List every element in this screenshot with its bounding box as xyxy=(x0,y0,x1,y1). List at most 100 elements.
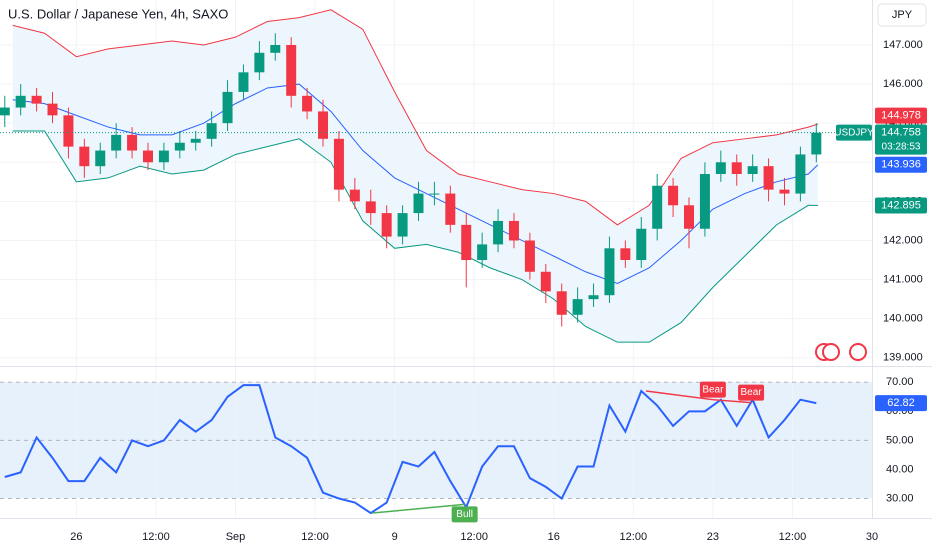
x-tick-label: 16 xyxy=(548,531,560,543)
x-tick-label: Sep xyxy=(226,531,246,543)
divergence-label: Bear xyxy=(702,384,724,395)
lower-band-label: 142.895 xyxy=(881,199,921,211)
rsi-line xyxy=(4,384,817,515)
candle-body xyxy=(95,150,106,167)
middle-band-label: 143.936 xyxy=(881,159,921,171)
candle-body xyxy=(31,95,42,104)
candle-body xyxy=(190,138,201,143)
candle-body xyxy=(365,201,376,214)
currency-button[interactable] xyxy=(877,3,927,27)
last-price-label: 144.758 xyxy=(881,127,921,139)
candle-body xyxy=(445,193,456,225)
candle-body xyxy=(477,244,488,261)
candle-body xyxy=(699,174,710,229)
candle-body xyxy=(270,44,281,53)
chart-title: U.S. Dollar / Japanese Yen, 4h, SAXO xyxy=(8,6,228,21)
divergence-line xyxy=(645,390,713,401)
y-tick-label: 40.00 xyxy=(886,463,914,475)
candle-body xyxy=(413,193,424,214)
candle-body xyxy=(795,154,806,194)
y-tick-label: 70.00 xyxy=(886,376,914,388)
middle-band-label-box xyxy=(875,156,927,173)
candle-body xyxy=(524,240,535,272)
candle-body xyxy=(238,72,249,92)
band-fill xyxy=(12,9,818,343)
rsi-value-label-box xyxy=(875,395,927,412)
candle-body xyxy=(254,52,265,73)
divergence-label: Bull xyxy=(456,509,473,520)
x-tick-label: 23 xyxy=(707,531,719,543)
y-tick-label: 140.000 xyxy=(883,313,923,325)
candle-body xyxy=(508,220,519,241)
candle-body xyxy=(206,123,217,139)
upper-band-label-box xyxy=(875,107,927,124)
candle-body xyxy=(15,95,26,108)
candle-body xyxy=(349,189,360,202)
icon[interactable] xyxy=(849,343,867,361)
x-tick-label: 12:00 xyxy=(779,531,807,543)
candle-body xyxy=(540,271,551,292)
candle-body xyxy=(556,291,567,315)
divergence-tag xyxy=(738,384,765,401)
symbol-label: USDJPY xyxy=(834,127,874,138)
candle-body xyxy=(572,299,583,315)
candle-body xyxy=(222,91,233,124)
divergence-tag xyxy=(699,381,726,398)
candle-body xyxy=(63,115,74,147)
rsi-value-label: 62.82 xyxy=(887,397,915,409)
y-tick-label: 147.000 xyxy=(883,39,923,51)
last-price-label-box xyxy=(875,124,927,141)
currency-label: JPY xyxy=(892,9,913,21)
x-tick-label: 9 xyxy=(392,531,398,543)
band-upper xyxy=(12,9,819,226)
y-tick-label: 146.000 xyxy=(883,78,923,90)
x-tick-label: 30 xyxy=(866,531,878,543)
candle-body xyxy=(779,189,790,194)
candle-body xyxy=(620,248,631,261)
symbol-box xyxy=(836,124,872,141)
band-lower xyxy=(12,130,818,343)
y-tick-label: 50.00 xyxy=(886,434,914,446)
upper-band-label: 144.978 xyxy=(881,110,921,122)
candle-body xyxy=(47,103,58,116)
candle-body xyxy=(811,132,822,155)
candle-body xyxy=(429,193,440,195)
x-tick-label: 26 xyxy=(70,531,82,543)
x-tick-label: 12:00 xyxy=(301,531,329,543)
y-tick-label: 141.000 xyxy=(883,273,923,285)
candle-body xyxy=(142,150,153,163)
candle-body xyxy=(731,162,742,175)
y-tick-label: 139.000 xyxy=(883,352,923,364)
candle-body xyxy=(684,205,695,229)
divergence-label: Bear xyxy=(741,387,763,398)
candle-body xyxy=(588,295,599,300)
lower-band-label-box xyxy=(875,197,927,214)
candle-body xyxy=(302,95,313,112)
candle-body xyxy=(715,162,726,175)
x-tick-label: 12:00 xyxy=(460,531,488,543)
candle-body xyxy=(763,166,774,190)
divergence-tag xyxy=(451,506,478,523)
candle-body xyxy=(493,220,504,245)
candle-body xyxy=(397,213,408,237)
candle-body xyxy=(174,142,185,151)
candle-body xyxy=(381,213,392,237)
y-tick-label: 30.00 xyxy=(886,492,914,504)
x-tick-label: 12:00 xyxy=(142,531,170,543)
divergence-line xyxy=(372,503,465,514)
countdown: 03:28:53 xyxy=(882,141,921,152)
x-tick-label: 12:00 xyxy=(620,531,648,543)
candle-body xyxy=(652,185,663,229)
candle-body xyxy=(747,166,758,175)
candle-body xyxy=(636,228,647,261)
candle-body xyxy=(461,224,472,261)
candle-body xyxy=(668,185,679,206)
icon[interactable] xyxy=(822,343,840,361)
candle-body xyxy=(0,107,10,116)
candle-body xyxy=(604,248,615,296)
candle-body xyxy=(79,146,90,167)
flag-icons xyxy=(815,343,867,361)
candle-body xyxy=(127,134,138,151)
candle-body xyxy=(158,150,169,163)
